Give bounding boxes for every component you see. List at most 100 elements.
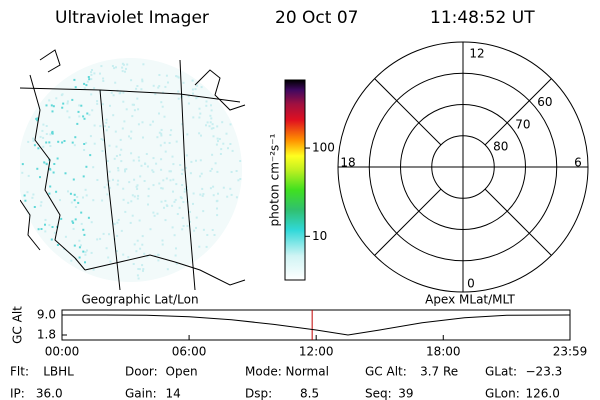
status-label: GLat: [485, 365, 517, 379]
speckle-dot [107, 256, 110, 259]
speckle-dot [26, 191, 29, 194]
speckle-dot [153, 214, 156, 217]
speckle-dot [192, 202, 194, 205]
speckle-dot [181, 95, 184, 98]
speckle-dot [33, 144, 36, 147]
speckle-dot [101, 150, 104, 152]
speckle-dot [195, 226, 197, 229]
speckle-dot [138, 268, 141, 271]
speckle-dot [78, 239, 81, 242]
speckle-dot [126, 63, 129, 66]
speckle-dot [56, 157, 59, 160]
speckle-dot [135, 250, 138, 253]
speckle-dot [74, 136, 77, 139]
speckle-dot [82, 115, 85, 118]
speckle-dot [181, 228, 184, 231]
status-value: 8.5 [300, 387, 319, 400]
speckle-dot [105, 118, 108, 121]
speckle-dot [237, 179, 240, 182]
speckle-dot [182, 225, 185, 227]
status-label: Seq: [365, 387, 392, 400]
status-label: Flt: [10, 365, 29, 379]
speckle-dot [84, 188, 87, 191]
time: 11:48:52 UT [430, 8, 535, 28]
speckle-dot [93, 72, 96, 75]
speckle-dot [160, 134, 163, 137]
speckle-dot [66, 110, 69, 113]
speckle-dot [64, 172, 67, 175]
speckle-dot [73, 144, 76, 147]
speckle-dot [192, 116, 195, 119]
speckle-dot [72, 227, 75, 230]
speckle-dot [61, 93, 64, 96]
speckle-dot [131, 194, 134, 197]
speckle-dot [137, 123, 140, 126]
speckle-dot [182, 201, 185, 203]
speckle-dot [85, 84, 88, 87]
speckle-dot [115, 250, 118, 253]
speckle-dot [105, 247, 108, 250]
speckle-dot [157, 86, 160, 89]
speckle-dot [70, 201, 73, 204]
speckle-dot [73, 244, 76, 247]
speckle-dot [91, 69, 93, 71]
speckle-dot [127, 256, 130, 259]
speckle-dot [161, 243, 164, 246]
speckle-dot [147, 187, 150, 190]
speckle-dot [83, 117, 86, 120]
speckle-dot [122, 198, 125, 201]
speckle-dot [96, 100, 99, 103]
status-value: 39 [398, 387, 413, 400]
speckle-dot [80, 244, 82, 247]
speckle-dot [102, 77, 105, 80]
speckle-dot [171, 226, 174, 229]
speckle-dot [89, 135, 92, 138]
speckle-dot [36, 167, 39, 170]
speckle-dot [213, 234, 216, 236]
speckle-dot [158, 74, 161, 76]
speckle-dot [142, 63, 145, 66]
speckle-dot [85, 165, 88, 168]
speckle-dot [21, 171, 24, 174]
coast [20, 199, 41, 251]
speckle-dot [141, 243, 144, 246]
speckle-dot [218, 138, 221, 140]
speckle-dot [211, 229, 214, 231]
speckle-dot [102, 80, 105, 82]
speckle-dot [187, 95, 190, 98]
speckle-dot [71, 141, 74, 144]
speckle-dot [211, 123, 214, 126]
speckle-dot [159, 144, 162, 147]
speckle-dot [27, 174, 30, 177]
speckle-dot [80, 104, 83, 107]
speckle-dot [157, 253, 160, 256]
speckle-dot [130, 200, 133, 203]
speckle-dot [128, 181, 131, 184]
speckle-dot [216, 125, 219, 128]
speckle-dot [216, 199, 219, 202]
speckle-dot [87, 76, 90, 78]
speckle-dot [152, 211, 155, 214]
speckle-dot [222, 142, 225, 145]
speckle-dot [199, 175, 202, 178]
speckle-dot [109, 260, 112, 263]
speckle-dot [96, 102, 99, 105]
speckle-dot [217, 140, 219, 143]
colorbar-label: photon cm⁻²s⁻¹ [268, 133, 282, 226]
speckle-dot [125, 168, 128, 171]
speckle-dot [84, 253, 87, 256]
speckle-dot [156, 212, 159, 215]
speckle-dot [112, 114, 115, 117]
speckle-dot [194, 88, 197, 91]
speckle-dot [152, 84, 155, 87]
speckle-dot [133, 243, 136, 246]
speckle-dot [119, 138, 122, 141]
speckle-dot [216, 214, 219, 217]
mlt-label: 18 [340, 156, 355, 170]
speckle-dot [37, 228, 40, 231]
speckle-dot [93, 87, 96, 90]
speckle-dot [175, 183, 178, 186]
y-tick-label: 9.0 [37, 308, 56, 322]
speckle-dot [93, 142, 96, 145]
speckle-dot [135, 185, 138, 188]
